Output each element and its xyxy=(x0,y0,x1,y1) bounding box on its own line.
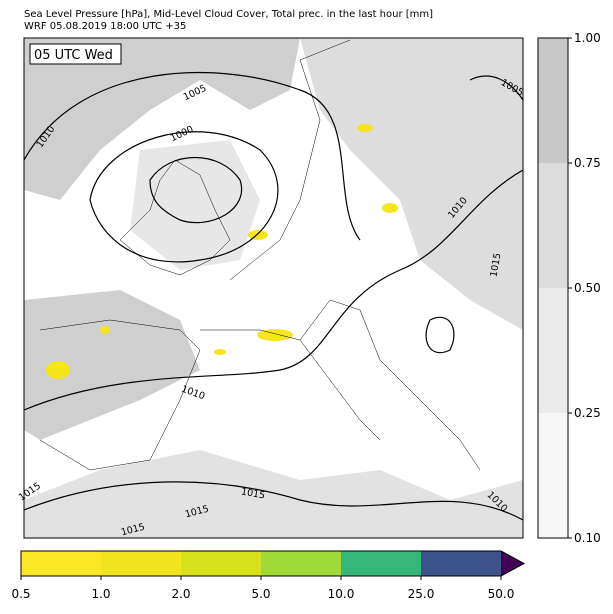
tick-label: 50.0 xyxy=(488,587,515,601)
time-label: 05 UTC Wed xyxy=(34,48,113,63)
tick-label: 0.25 xyxy=(574,406,601,420)
coastlines xyxy=(39,39,481,471)
contour-label: 1015 xyxy=(488,252,503,278)
tick-label: 0.75 xyxy=(574,156,601,170)
tick-label: 10.0 xyxy=(328,587,355,601)
tick-label: 5.0 xyxy=(251,587,270,601)
tick-label: 25.0 xyxy=(408,587,435,601)
colorbar-segment xyxy=(538,38,568,163)
contour-label: 1015 xyxy=(240,486,266,501)
colorbar-segment xyxy=(21,551,101,576)
title: Sea Level Pressure [hPa], Mid-Level Clou… xyxy=(24,9,433,20)
tick-label: 1.00 xyxy=(574,31,601,45)
colorbar-segment xyxy=(421,551,501,576)
subtitle: WRF 05.08.2019 18:00 UTC +35 xyxy=(24,21,186,32)
cloud-colorbar: 0.10 0.25 0.50 0.75 1.00 xyxy=(537,31,601,545)
colorbar-segment xyxy=(261,551,341,576)
colorbar-segment xyxy=(101,551,181,576)
time-box xyxy=(29,43,122,65)
tick-label: 2.0 xyxy=(171,587,190,601)
tick-label: 0.50 xyxy=(574,281,601,295)
colorbar-segment xyxy=(538,163,568,288)
isobars xyxy=(24,71,523,521)
precip-colorbar: 0.5 1.0 2.0 5.0 10.0 25.0 50.0 xyxy=(11,550,526,601)
colorbar-frame xyxy=(20,550,526,577)
tick-label: 0.10 xyxy=(574,531,601,545)
colorbar-segment xyxy=(181,551,261,576)
map xyxy=(24,38,523,538)
colorbar-segment xyxy=(538,288,568,413)
colorbar-extend xyxy=(501,551,524,576)
colorbar-segment xyxy=(341,551,421,576)
map-frame xyxy=(23,37,524,539)
cloud-cover xyxy=(24,38,523,538)
tick-label: 0.5 xyxy=(11,587,30,601)
colorbar-segment xyxy=(538,413,568,538)
tick-label: 1.0 xyxy=(91,587,110,601)
